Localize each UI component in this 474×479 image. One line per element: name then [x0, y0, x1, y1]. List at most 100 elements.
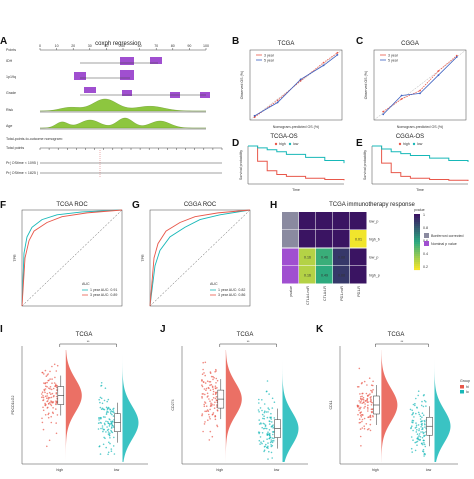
- data-point: [108, 418, 110, 420]
- data-point: [209, 371, 212, 373]
- data-point: [51, 378, 53, 380]
- data-point: [366, 406, 369, 409]
- data-point: [51, 382, 53, 385]
- colorbar-segment: [414, 248, 420, 251]
- heatmap-cell-label: 0.01: [355, 238, 362, 242]
- data-point: [110, 429, 112, 432]
- data-point: [204, 401, 206, 403]
- data-point: [261, 413, 264, 416]
- data-point: [105, 420, 107, 423]
- legend-entry: 3 year: [388, 53, 399, 57]
- data-point: [55, 403, 57, 406]
- heatmap-cell: [350, 230, 367, 248]
- data-point: [208, 416, 211, 418]
- data-point: [105, 431, 107, 433]
- data-point: [258, 439, 261, 442]
- data-point: [415, 441, 418, 443]
- data-point: [418, 428, 421, 430]
- category-box: [150, 57, 162, 64]
- data-point: [367, 416, 370, 418]
- colorbar-tick-label: 0.4: [423, 252, 428, 256]
- data-point: [417, 411, 420, 414]
- y-axis-label: TPR: [141, 254, 145, 262]
- data-point: [41, 393, 43, 395]
- data-point: [112, 445, 115, 447]
- heatmap-cell: [316, 230, 333, 248]
- data-point: [364, 403, 366, 405]
- data-point: [108, 434, 111, 437]
- data-point: [52, 407, 54, 409]
- data-point: [210, 383, 213, 386]
- data-point: [422, 450, 424, 453]
- data-point: [422, 443, 424, 446]
- data-point: [111, 413, 113, 416]
- data-point: [363, 427, 366, 430]
- data-point: [273, 417, 276, 419]
- colorbar-segment: [414, 250, 420, 253]
- data-point: [416, 433, 419, 436]
- data-point: [258, 423, 261, 425]
- data-point: [214, 371, 216, 373]
- data-point: [270, 444, 272, 446]
- data-point: [367, 395, 369, 397]
- colorbar-title: pvalue: [414, 208, 425, 212]
- data-point: [369, 416, 372, 419]
- data-point: [422, 432, 425, 435]
- data-point: [359, 421, 362, 424]
- data-point: [105, 446, 107, 449]
- data-point: [364, 405, 366, 408]
- panel-e-survival: E CGGA-OS high low Time Survival probabilit…: [356, 134, 469, 192]
- data-point: [107, 453, 109, 456]
- data-point: [101, 425, 104, 427]
- data-point: [356, 386, 359, 388]
- data-point: [56, 384, 58, 387]
- data-point: [98, 419, 100, 421]
- data-point: [107, 433, 110, 435]
- violin-half: [434, 350, 451, 462]
- data-point: [212, 390, 215, 393]
- data-point: [372, 384, 374, 387]
- data-point: [113, 453, 116, 455]
- x-tick-label: low: [426, 468, 432, 472]
- data-point: [367, 408, 369, 410]
- data-point: [44, 369, 47, 372]
- data-point: [271, 444, 274, 447]
- data-point: [52, 395, 55, 398]
- x-axis-label: Time: [292, 188, 300, 192]
- points-tick-label: 10: [55, 44, 59, 48]
- chance-diagonal: [149, 209, 251, 307]
- data-point: [417, 394, 420, 397]
- nomogram-row-label: IDH: [6, 59, 13, 63]
- data-point: [215, 396, 218, 398]
- data-point: [56, 397, 58, 400]
- data-point: [359, 428, 362, 430]
- data-point: [263, 417, 266, 420]
- data-point: [206, 409, 209, 411]
- data-point: [262, 422, 265, 425]
- data-point: [363, 380, 366, 383]
- data-point: [216, 379, 219, 382]
- legend-entry: 5 year: [264, 58, 275, 62]
- panel-d-title: TCGA-OS: [270, 134, 297, 140]
- heatmap-col-label: pvalue: [289, 286, 293, 297]
- nomogram-row-label: Total points: [6, 146, 24, 150]
- data-point: [361, 418, 364, 421]
- data-point: [259, 407, 262, 409]
- data-point: [47, 398, 50, 400]
- data-point: [268, 450, 270, 453]
- data-point: [203, 388, 206, 390]
- data-point: [201, 393, 204, 395]
- panel-c-label: C: [356, 36, 363, 47]
- roc-curve-0: [149, 209, 251, 307]
- survival-curve-1: [372, 145, 469, 162]
- panel-f-label: F: [0, 200, 6, 211]
- calibration-point: [336, 51, 339, 54]
- data-point: [212, 413, 214, 416]
- data-point: [259, 436, 262, 438]
- nomogram-row-label: Risk: [6, 108, 13, 112]
- violin-half: [122, 350, 139, 462]
- data-point: [112, 408, 114, 411]
- data-point: [97, 422, 100, 425]
- data-point: [46, 445, 48, 448]
